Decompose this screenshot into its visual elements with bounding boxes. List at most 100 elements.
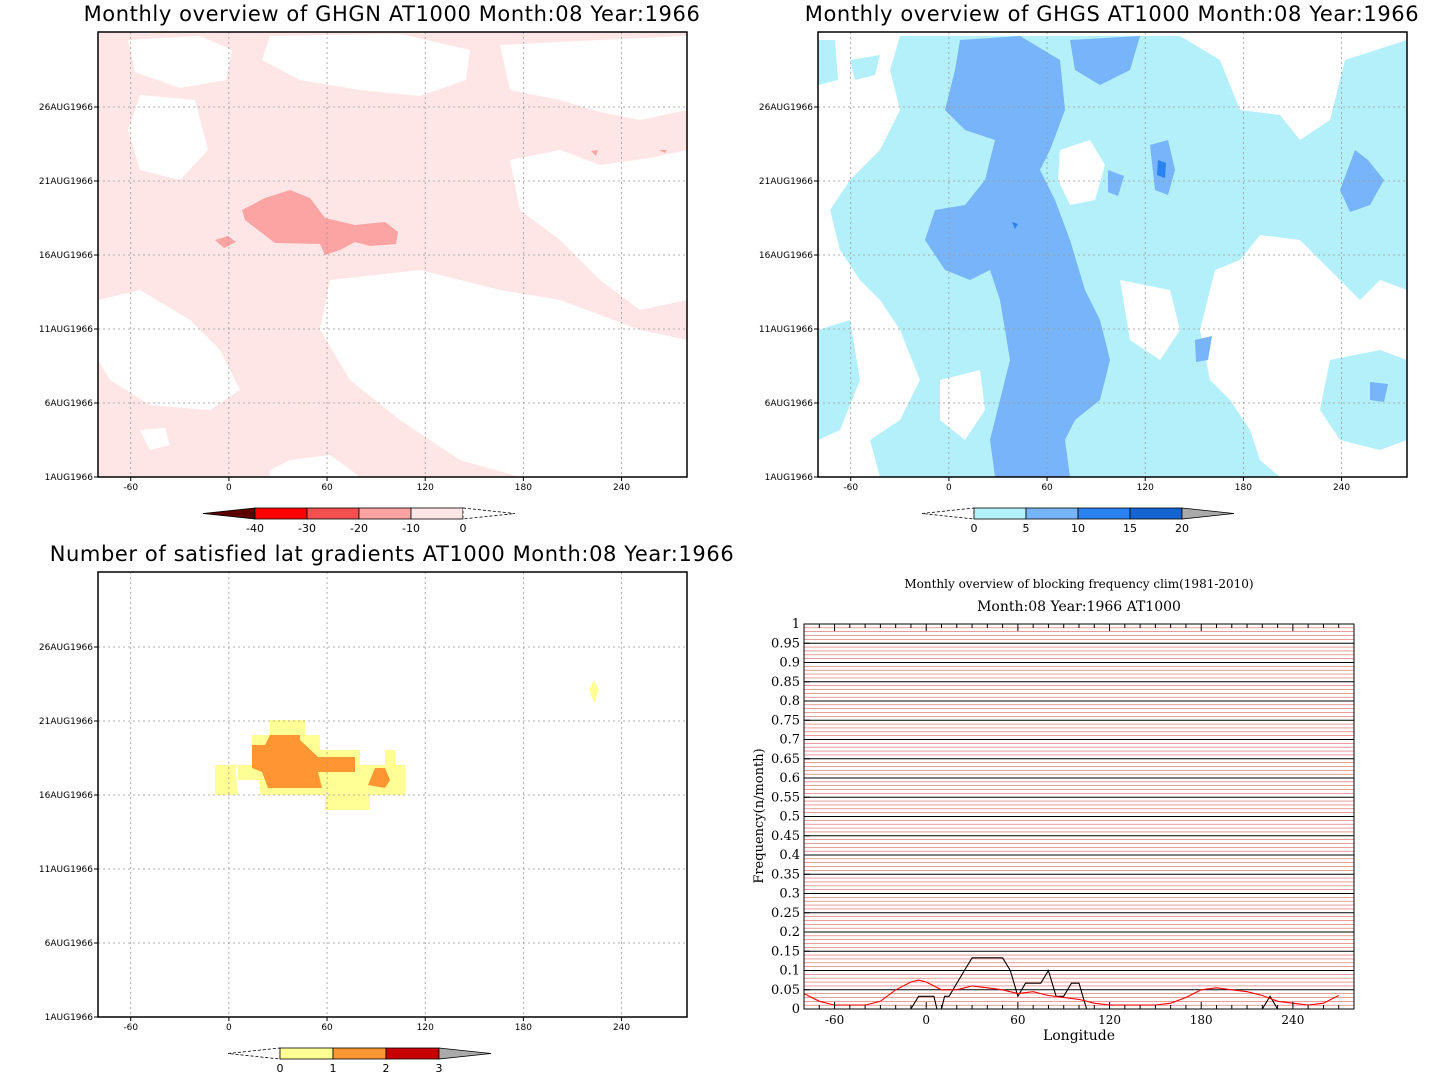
ghgn-colorbar-swatch — [358, 507, 412, 520]
ghgs-x-tick-label: 60 — [1041, 483, 1053, 493]
blocking-y-tick-label: 0.95 — [771, 636, 800, 651]
blocking-y-tick-label: 0.55 — [771, 790, 800, 805]
blocking-y-tick-label: 0.85 — [771, 675, 800, 690]
blocking-y-tick-label: 0.75 — [771, 713, 800, 728]
ghgs-0-5-region — [818, 320, 860, 440]
blocking-y-tick-label: 0.45 — [771, 829, 800, 844]
ghgn-colorbar-label: -40 — [246, 522, 264, 535]
ghgn-zero-region — [500, 36, 687, 120]
ghgn-zero-region — [98, 290, 240, 410]
ghgn-colorbar-label: -20 — [350, 522, 368, 535]
lat-gradients-1-region — [589, 680, 599, 703]
ghgs-colorbar-swatch — [1025, 507, 1079, 520]
ghgn-x-tick-label: 60 — [321, 483, 333, 493]
ghgs-white-region — [940, 370, 985, 440]
blocking-x-tick-label: 180 — [1190, 1013, 1213, 1027]
blocking-y-tick-label: 1 — [792, 617, 800, 632]
ghgs-10-15-region — [1012, 222, 1018, 229]
ghgn-zero-region — [270, 455, 360, 477]
lat-gradients-x-tick-label: 120 — [417, 1023, 434, 1033]
ghgn-colorbar-label: 0 — [460, 522, 467, 535]
ghgn-y-tick-label: 1AUG1966 — [45, 473, 94, 483]
ghgn-x-tick-label: 120 — [417, 483, 434, 493]
blocking-title: Monthly overview of blocking frequency c… — [904, 577, 1253, 591]
lat-gradients-colorbar-label: 1 — [330, 1062, 337, 1075]
ghgn-field — [98, 32, 687, 477]
ghgs-0-5-region — [850, 55, 880, 80]
panel-ghgs: Monthly overview of GHGS AT1000 Month:08… — [759, 2, 1419, 535]
ghgs-x-tick-label: -60 — [843, 483, 858, 493]
lat-gradients-2-region — [368, 768, 390, 788]
ghgn-zero-region — [510, 150, 687, 310]
ghgs-10-15-region — [1157, 160, 1166, 178]
blocking-y-tick-label: 0.15 — [771, 944, 800, 959]
lat-gradients-colorbar-high-arrow — [438, 1047, 492, 1060]
lat-gradients-colorbar: 0 1 2 3 — [227, 1047, 492, 1075]
ghgn-x-axis: -60 0 60 120 180 240 — [123, 477, 630, 493]
ghgs-colorbar-swatch — [973, 507, 1027, 520]
ghgs-5-10-region — [925, 36, 1110, 477]
ghgs-0-5-region — [830, 36, 1407, 477]
lat-gradients-y-axis: 1AUG1966 6AUG1966 11AUG1966 16AUG1966 21AUG1… — [39, 643, 98, 1023]
ghgn-y-tick-label: 16AUG1966 — [39, 251, 93, 261]
lat-gradients-x-tick-label: 240 — [613, 1023, 630, 1033]
ghgn-x-tick-label: 240 — [613, 483, 630, 493]
ghgs-colorbar-label: 15 — [1123, 522, 1137, 535]
lat-gradients-title: Number of satisfied lat gradients AT1000… — [50, 542, 735, 566]
lat-gradients-colorbar-label: 2 — [383, 1062, 390, 1075]
ghgs-field — [818, 32, 1407, 477]
ghgn-y-axis: 1AUG1966 6AUG1966 11AUG1966 16AUG1966 21AUG1… — [39, 103, 98, 483]
blocking-subtitle: Month:08 Year:1966 AT1000 — [977, 599, 1181, 615]
ghgs-x-axis: -60 0 60 120 180 240 — [843, 477, 1350, 493]
ghgs-5-10-region — [1370, 382, 1388, 402]
lat-gradients-x-axis: -60 0 60 120 180 240 — [123, 1017, 630, 1033]
blocking-x-tick-label: 60 — [1010, 1013, 1025, 1027]
blocking-series-red-line — [803, 979, 1339, 1006]
ghgn-y-tick-label: 21AUG1966 — [39, 177, 93, 187]
ghgs-title: Monthly overview of GHGS AT1000 Month:08… — [805, 2, 1419, 26]
ghgn-zero-region — [262, 34, 470, 96]
ghgs-5-10-region — [1108, 170, 1124, 196]
lat-gradients-x-tick-label: 60 — [321, 1023, 333, 1033]
blocking-y-tick-label: 0.7 — [779, 733, 800, 748]
lat-gradients-1-region — [215, 765, 238, 795]
ghgn-zero-region — [128, 36, 232, 88]
lat-gradients-field — [98, 572, 687, 1017]
blocking-y-tick-label: 0.05 — [771, 983, 800, 998]
ghgn-zero-region — [140, 428, 170, 450]
lat-gradients-grid — [98, 572, 687, 1017]
ghgs-0-5-region — [818, 40, 838, 85]
blocking-y-tick-label: 0.25 — [771, 906, 800, 921]
panel-blocking-frequency: Monthly overview of blocking frequency c… — [752, 577, 1355, 1044]
ghgs-5-10-region — [1195, 336, 1212, 362]
blocking-y-tick-label: 0 — [792, 1002, 800, 1017]
blocking-y-label: Frequency(n/month) — [752, 748, 767, 883]
blocking-y-tick-label: 0.5 — [779, 810, 800, 825]
blocking-x-tick-label: 240 — [1281, 1013, 1304, 1027]
blocking-y-tick-label: 0.35 — [771, 867, 800, 882]
ghgs-white-region — [1225, 255, 1330, 420]
ghgs-colorbar-high-arrow — [1181, 507, 1235, 520]
lat-gradients-y-tick-label: 1AUG1966 — [45, 1013, 94, 1023]
lat-gradients-y-tick-label: 16AUG1966 — [39, 791, 93, 801]
lat-gradients-colorbar-label: 3 — [436, 1062, 443, 1075]
ghgs-white-region — [1300, 425, 1345, 477]
ghgs-x-tick-label: 240 — [1333, 483, 1350, 493]
lat-gradients-2-region — [252, 735, 355, 788]
ghgn-colorbar: -40 -30 -20 -10 0 — [202, 507, 516, 535]
blocking-y-tick-label: 0.65 — [771, 752, 800, 767]
ghgs-x-tick-label: 0 — [946, 483, 952, 493]
blocking-y-tick-label: 0.3 — [779, 887, 800, 902]
ghgn-negative-10-region — [242, 190, 398, 255]
ghgs-colorbar: 0 5 10 15 20 — [921, 507, 1235, 535]
lat-gradients-colorbar-swatch — [332, 1047, 387, 1060]
blocking-x-label: Longitude — [1043, 1028, 1115, 1044]
ghgs-colorbar-swatch — [1077, 507, 1131, 520]
blocking-x-tick-label: 120 — [1098, 1013, 1121, 1027]
ghgn-negative-10-region — [591, 150, 598, 156]
ghgn-negative-10-region — [215, 236, 236, 248]
ghgn-x-tick-label: 180 — [515, 483, 532, 493]
ghgn-colorbar-high-arrow — [462, 507, 516, 520]
ghgs-y-axis: 1AUG1966 6AUG1966 11AUG1966 16AUG1966 21AUG1… — [759, 103, 818, 483]
